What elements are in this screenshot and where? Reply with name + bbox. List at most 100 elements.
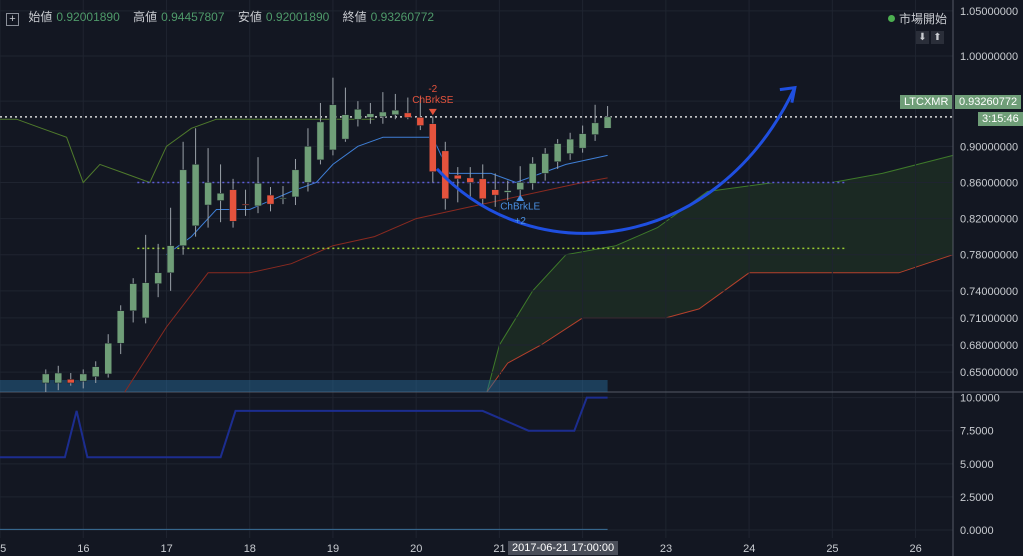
price-axis-label: 0.74000000 — [960, 286, 1018, 298]
close-value: 0.93260772 — [370, 10, 435, 24]
candle-body — [429, 123, 437, 172]
candle-body — [229, 189, 237, 222]
open-label: 始値 — [28, 10, 53, 24]
long-signal-arrow-icon — [516, 194, 525, 201]
candle-body — [354, 109, 362, 120]
candle-body — [391, 109, 400, 115]
cloud-span-a-line — [486, 154, 954, 393]
candle-body — [329, 104, 337, 151]
candle-body — [66, 379, 75, 384]
signal-label: +2 — [514, 216, 526, 227]
time-axis-label: 25 — [826, 543, 838, 555]
candle-body — [578, 133, 587, 149]
candle-body — [279, 197, 287, 200]
price-tag: 0.93260772 — [955, 95, 1022, 109]
short-signal-arrow-icon — [428, 108, 437, 116]
low-label: 安値 — [237, 10, 262, 24]
time-axis-label: 19 — [327, 543, 339, 555]
candle-body — [129, 283, 137, 311]
status-dot-icon — [887, 15, 895, 22]
candle-body — [528, 163, 537, 184]
time-axis-label: 20 — [410, 543, 422, 555]
time-axis-label: 24 — [743, 543, 755, 555]
oscillator-axis-label: 2.5000 — [960, 492, 994, 504]
candle-body — [166, 245, 175, 274]
oscillator-axis-label: 10.0000 — [960, 393, 1000, 405]
candle-body — [291, 169, 300, 198]
candle-body — [316, 121, 325, 161]
lagging-span-line — [0, 118, 375, 184]
candle-body — [454, 174, 462, 180]
drawn-arrow-curve — [435, 86, 797, 235]
symbol-tag: LTCXMR — [900, 95, 953, 109]
candle-body — [141, 282, 150, 319]
ohlc-header: + 始値 0.92001890 高値 0.94457807 安値 0.92001890… — [6, 8, 444, 26]
candle-body — [104, 342, 112, 375]
signal-label: ChBrkLE — [500, 202, 540, 213]
high-label: 高値 — [133, 10, 158, 24]
countdown-tag: 3:15:46 — [978, 112, 1023, 126]
time-axis-label: 15 — [0, 543, 6, 555]
price-axis-label: 0.71000000 — [960, 313, 1018, 325]
candle-body — [404, 112, 412, 118]
ichimoku-cloud — [486, 155, 953, 392]
candle-body — [91, 366, 100, 377]
candle-body — [541, 153, 549, 174]
candle-body — [79, 373, 87, 382]
price-axis-label: 0.65000000 — [960, 367, 1018, 379]
signal-label: -2 — [428, 84, 437, 95]
candle-body — [341, 114, 350, 140]
price-axis-label: 0.68000000 — [960, 340, 1018, 352]
oscillator-axis-label: 0.0000 — [960, 525, 994, 537]
candle-body — [204, 182, 212, 206]
oscillator-axis-label: 5.0000 — [960, 459, 994, 471]
price-axis-label: 0.90000000 — [960, 141, 1018, 153]
candle-body — [503, 190, 512, 193]
candle-body — [154, 272, 162, 284]
oscillator-axis-label: 7.5000 — [960, 426, 994, 438]
low-value: 0.92001890 — [265, 10, 330, 24]
scroll-up-button[interactable]: ⬆ — [931, 31, 944, 44]
time-axis-label: 16 — [77, 543, 89, 555]
candle-body — [191, 164, 200, 227]
time-axis-label: 21 — [493, 543, 505, 555]
signal-label: ChBrkSE — [412, 95, 453, 106]
expand-legend-button[interactable]: + — [6, 13, 19, 26]
price-axis-label: 0.86000000 — [960, 177, 1018, 189]
price-axis-label: 0.82000000 — [960, 214, 1018, 226]
candle-body — [478, 178, 487, 199]
time-axis-label: 18 — [244, 543, 256, 555]
candle-body — [379, 111, 387, 117]
candle-body — [54, 372, 63, 384]
candle-body — [366, 113, 375, 118]
open-value: 0.92001890 — [56, 10, 120, 24]
scale-buttons: ⬇ ⬆ — [916, 27, 946, 45]
candle-body — [416, 117, 425, 126]
market-status: 市場開始 — [887, 10, 947, 27]
candle-body — [591, 122, 599, 135]
high-value: 0.94457807 — [161, 10, 225, 24]
time-axis-label: 26 — [910, 543, 922, 555]
candle-body — [553, 143, 562, 162]
candle-body — [516, 182, 524, 190]
price-axis-label: 1.05000000 — [960, 6, 1018, 18]
drawn-arrow-head — [779, 85, 797, 103]
base-line — [124, 177, 608, 393]
candle-body — [216, 193, 225, 201]
scroll-down-button[interactable]: ⬇ — [916, 31, 929, 44]
candle-body — [266, 194, 275, 205]
candle-body — [466, 177, 475, 183]
candle-body — [566, 138, 574, 154]
crosshair-time-label: 2017-06-21 17:00:00 — [508, 541, 619, 555]
candle-body — [254, 183, 262, 207]
candle-body — [491, 189, 499, 196]
volume-area — [0, 380, 608, 392]
cloud-span-b-line — [486, 254, 954, 393]
oscillator-line — [0, 396, 608, 459]
candle-body — [304, 146, 312, 183]
candle-body — [42, 373, 50, 384]
price-axis-label: 0.78000000 — [960, 250, 1018, 262]
close-label: 終値 — [342, 10, 367, 24]
